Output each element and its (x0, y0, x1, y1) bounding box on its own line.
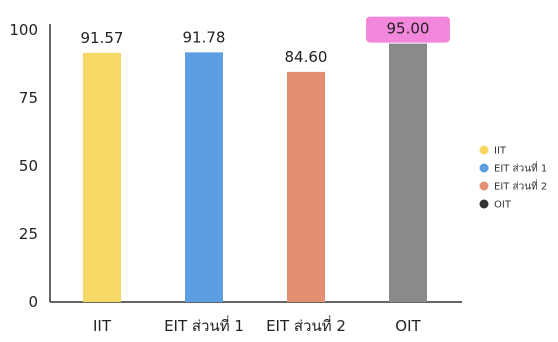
bar (389, 43, 427, 302)
bar-value-label: 84.60 (285, 48, 328, 66)
legend-swatch (479, 181, 489, 191)
legend-label: IIT (494, 146, 507, 157)
y-tick-label: 100 (9, 21, 38, 39)
category-label-group: IIT EIT ส่วนที่ 1 EIT ส่วนที่ 2 OIT (93, 315, 422, 335)
x-category-label: EIT ส่วนที่ 2 (266, 315, 346, 335)
legend: IIT EIT ส่วนที่ 1 EIT ส่วนที่ 2 OIT (479, 145, 547, 211)
x-category-label: IIT (93, 317, 112, 335)
value-label-group: 91.57 91.78 84.60 95.00 (81, 16, 450, 66)
bar (287, 71, 325, 302)
x-category-label: OIT (395, 317, 421, 335)
bar (83, 52, 121, 303)
x-category-label: EIT ส่วนที่ 1 (164, 315, 244, 335)
bar-value-label: 95.00 (387, 20, 430, 38)
legend-label: EIT ส่วนที่ 2 (494, 179, 547, 193)
bar-value-label: 91.78 (183, 28, 226, 46)
legend-label: OIT (494, 200, 512, 211)
y-tick-label: 75 (19, 89, 38, 107)
legend-swatch (479, 199, 489, 209)
value-highlight-marker (366, 16, 450, 43)
legend-swatch (479, 145, 489, 155)
y-tick-label: 25 (19, 225, 38, 243)
y-tick-label: 0 (28, 293, 38, 311)
y-tick-group: 0 25 50 75 100 (9, 21, 38, 311)
legend-swatch (479, 163, 489, 173)
y-tick-label: 50 (19, 157, 38, 175)
bar-group (83, 43, 427, 303)
bar (185, 52, 223, 302)
legend-label: EIT ส่วนที่ 1 (494, 161, 547, 175)
bar-value-label: 91.57 (81, 29, 124, 47)
